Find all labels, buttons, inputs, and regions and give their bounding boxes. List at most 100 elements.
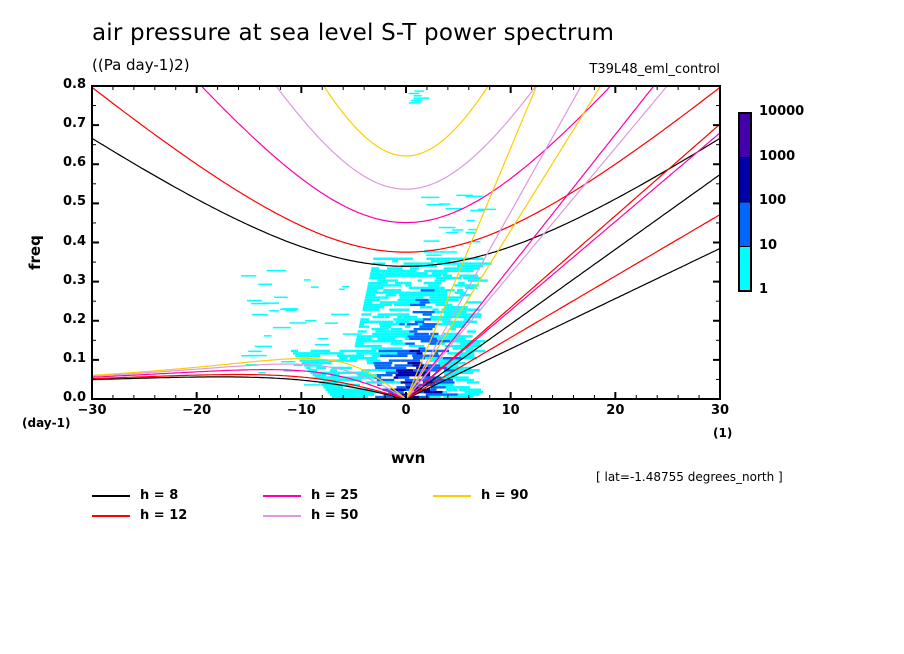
spectrum-cell	[397, 335, 408, 338]
y-tick-label: 0.8	[62, 77, 86, 92]
spectrum-cell	[274, 296, 288, 299]
spectrum-cell	[465, 388, 481, 391]
colorbar-tick-label: 10000	[759, 104, 805, 119]
colorbar-border	[738, 112, 752, 292]
spectrum-cell	[435, 303, 453, 307]
rossby-curve	[92, 357, 407, 399]
spectrum-cell	[367, 284, 386, 287]
spectrum-cell	[248, 354, 267, 357]
spectrum-cell	[387, 269, 393, 273]
spectrum-cell	[439, 342, 445, 345]
spectrum-cell	[461, 308, 481, 311]
spectrum-cell	[356, 335, 367, 338]
spectrum-cell	[464, 390, 484, 394]
spectrum-cell	[357, 373, 377, 377]
spectrum-cell	[375, 340, 391, 343]
legend-label: h = 50	[311, 508, 359, 523]
spectrum-cell	[364, 371, 369, 374]
spectrum-cell	[450, 327, 456, 331]
spectrum-cell	[310, 352, 330, 355]
spectrum-cell	[366, 357, 378, 360]
spectrum-cell	[449, 296, 463, 299]
spectrum-cell	[314, 376, 319, 379]
spectrum-cell	[366, 335, 381, 338]
colorbar-tick-label: 100	[759, 193, 787, 208]
x-tick-label: −20	[182, 403, 212, 418]
spectrum-cell	[376, 378, 395, 382]
x-axis-label: wvn	[391, 449, 426, 467]
spectrum-cell	[385, 293, 397, 297]
legend-swatch	[263, 514, 301, 517]
spectrum-cell	[373, 308, 380, 311]
spectrum-cell	[374, 364, 392, 367]
spectrum-cell	[428, 342, 440, 345]
spectrum-cell	[381, 296, 389, 299]
spectrum-cell	[467, 279, 488, 282]
spectrum-cell	[384, 381, 401, 384]
spectrum-cell	[369, 274, 385, 277]
spectrum-cell	[413, 369, 422, 372]
spectrum-cell	[358, 390, 380, 394]
spectrum-cell	[338, 388, 355, 391]
spectrum-cell	[375, 395, 394, 399]
spectrum-cell	[415, 293, 437, 297]
chart-subtitle-units: ((Pa day-1)2)	[92, 56, 190, 74]
spectrum-cell	[456, 289, 464, 292]
colorbar-segment	[738, 201, 752, 247]
kelvin-curve	[405, 86, 582, 399]
spectrum-cell	[443, 371, 465, 374]
spectrum-cell	[396, 369, 414, 372]
spectrum-cell	[371, 369, 380, 372]
dispersion-curves	[92, 86, 720, 399]
inertia-gravity-curve	[323, 86, 489, 157]
spectrum-cell	[375, 330, 394, 333]
spectrum-cell	[414, 90, 424, 92]
spectrum-cell	[421, 337, 437, 340]
spectrum-cell	[437, 323, 458, 326]
x-tick-label: −10	[286, 403, 316, 418]
spectrum-cell	[388, 359, 401, 362]
spectrum-cell	[428, 310, 435, 314]
spectrum-cell	[391, 267, 403, 270]
spectrum-cell	[413, 344, 425, 348]
spectrum-cell	[444, 369, 455, 372]
spectrum-cell	[428, 366, 447, 370]
spectrum-cell	[396, 386, 406, 389]
spectrum-cell	[438, 393, 443, 396]
spectrum-cell	[463, 276, 481, 280]
spectrum-cell	[329, 393, 338, 396]
spectrum-cell	[374, 320, 382, 324]
spectrum-cell	[324, 322, 339, 324]
spectrum-cell	[385, 291, 405, 294]
y-tick-label: 0.0	[62, 390, 86, 405]
spectrum-cell	[403, 281, 412, 285]
spectrum-cell	[373, 361, 393, 365]
spectrum-cell	[421, 196, 440, 199]
spectrum-cell	[425, 393, 439, 396]
rossby-curve	[92, 369, 407, 399]
spectrum-cell	[372, 315, 378, 319]
eastward-gravity-curve	[405, 86, 602, 399]
spectrum-cell	[337, 393, 356, 396]
spectrum-cell	[457, 393, 466, 396]
spectrum-cell	[392, 259, 399, 263]
spectrum-cell	[443, 298, 459, 302]
spectrum-cell	[415, 272, 428, 275]
spectrum-cell	[379, 303, 392, 307]
spectrum-cell	[365, 293, 376, 297]
spectrum-cell	[435, 386, 446, 389]
spectrum-cell	[397, 393, 409, 396]
spectrum-cell	[448, 383, 454, 387]
spectrum-cell	[466, 347, 474, 350]
spectrum-cell	[390, 342, 406, 345]
spectrum-cell	[446, 366, 465, 370]
spectrum-cell	[285, 309, 297, 312]
legend-swatch	[433, 494, 471, 497]
spectrum-cell	[419, 395, 430, 399]
spectrum-cell	[281, 360, 296, 363]
colorbar-segment	[738, 157, 752, 203]
spectrum-cell	[377, 315, 385, 319]
spectrum-cell	[385, 371, 398, 374]
spectrum-cell	[402, 315, 418, 319]
eastward-gravity-curve	[405, 214, 720, 399]
